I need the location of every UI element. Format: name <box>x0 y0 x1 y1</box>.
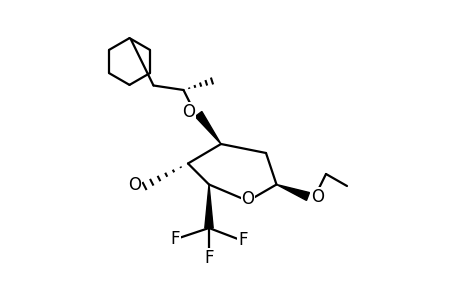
Text: F: F <box>170 230 179 247</box>
Text: O: O <box>310 188 323 206</box>
Polygon shape <box>204 184 213 228</box>
Text: F: F <box>204 249 213 267</box>
Polygon shape <box>276 184 309 200</box>
Text: O: O <box>241 190 254 208</box>
Text: O: O <box>128 176 141 194</box>
Polygon shape <box>195 112 220 144</box>
Text: O: O <box>182 103 195 121</box>
Text: F: F <box>238 231 247 249</box>
